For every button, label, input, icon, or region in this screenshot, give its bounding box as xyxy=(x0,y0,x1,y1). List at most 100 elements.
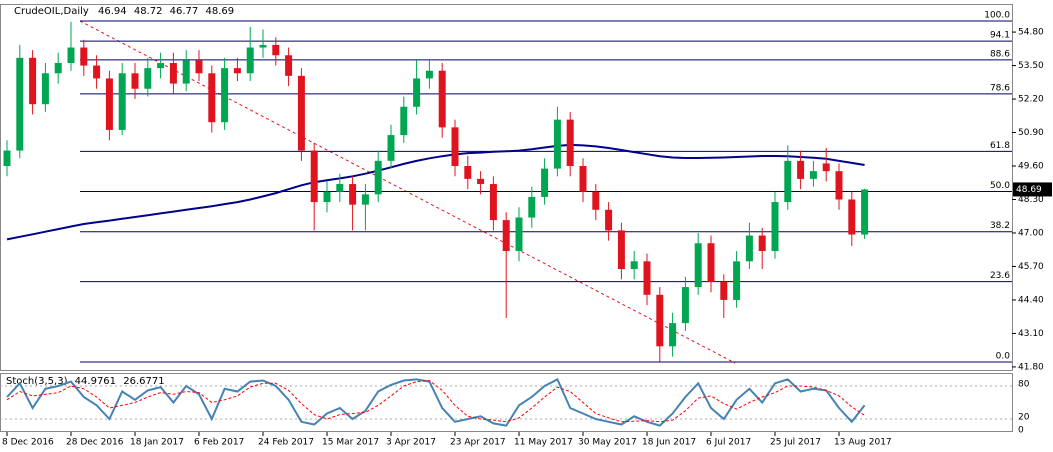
candle-body xyxy=(80,47,88,66)
y-tick-label: 41.80 xyxy=(1018,362,1044,372)
stoch-line xyxy=(6,379,865,423)
x-tick-label: 28 Dec 2016 xyxy=(66,438,124,448)
candle-body xyxy=(592,191,600,210)
candle-body xyxy=(617,230,625,270)
candle-body xyxy=(361,194,369,205)
y-tick-label: 54.80 xyxy=(1018,28,1044,38)
candle-body xyxy=(157,62,165,69)
candle-body xyxy=(182,60,190,84)
y-tick-label: 20 xyxy=(1018,413,1030,423)
y-tick-label: 48.30 xyxy=(1018,195,1044,205)
candle-body xyxy=(630,261,638,270)
chart-title: CrudeOIL,Daily 46.94 48.72 46.77 48.69 xyxy=(14,6,234,17)
y-tick-label: 0 xyxy=(1018,426,1024,436)
y-tick-label: 80 xyxy=(1018,380,1030,390)
candle-body xyxy=(144,68,152,89)
fib-label: 61.8 xyxy=(990,141,1010,151)
candle-body xyxy=(118,73,126,130)
candle-body xyxy=(272,44,280,56)
candle-body xyxy=(16,57,24,151)
x-tick-label: 24 Feb 2017 xyxy=(258,438,314,448)
stoch-panel xyxy=(0,373,1013,432)
candle-body xyxy=(41,73,49,105)
candle-body xyxy=(93,65,101,79)
candle-body xyxy=(733,261,741,300)
candle-body xyxy=(502,220,510,252)
candle-body xyxy=(745,235,753,262)
candle-body xyxy=(707,243,715,282)
close-value: 48.69 xyxy=(205,6,234,17)
candle-body xyxy=(822,163,830,172)
stoch-name: Stoch(3,5,3) xyxy=(6,376,68,387)
x-tick-label: 11 May 2017 xyxy=(514,438,573,448)
y-tick-label: 50.90 xyxy=(1018,128,1044,138)
x-tick-label: 3 Apr 2017 xyxy=(386,438,436,448)
candle-body xyxy=(67,47,75,63)
candle-body xyxy=(528,196,536,218)
y-tick-label: 43.10 xyxy=(1018,329,1044,339)
candle-body xyxy=(784,160,792,203)
candle-body xyxy=(643,261,651,295)
x-tick-label: 6 Feb 2017 xyxy=(194,438,244,448)
fib-label: 0.0 xyxy=(996,352,1011,362)
candle-body xyxy=(464,166,472,179)
candle-body xyxy=(221,68,229,123)
candle-body xyxy=(553,119,561,169)
fib-label: 88.6 xyxy=(990,49,1010,59)
fib-label: 78.6 xyxy=(990,83,1010,93)
stoch-line xyxy=(6,378,866,427)
price-box xyxy=(1013,182,1052,197)
candle-body xyxy=(515,217,523,252)
candle-body xyxy=(374,160,382,195)
candle-body xyxy=(809,171,817,179)
candle-body xyxy=(681,287,689,324)
candle-body xyxy=(720,281,728,300)
x-tick-label: 30 May 2017 xyxy=(578,438,637,448)
x-tick-label: 15 Mar 2017 xyxy=(322,438,379,448)
candle-body xyxy=(835,171,843,200)
candle-body xyxy=(771,202,779,252)
y-tick-label: 45.70 xyxy=(1018,262,1044,272)
candle-body xyxy=(349,184,357,205)
open-value: 46.94 xyxy=(98,6,127,17)
fib-label: 38.2 xyxy=(990,221,1010,231)
candle-body xyxy=(438,70,446,128)
candle-body xyxy=(387,135,395,161)
candle-body xyxy=(489,184,497,221)
x-tick-label: 8 Dec 2016 xyxy=(2,438,54,448)
candle-body xyxy=(131,73,139,89)
candle-body xyxy=(105,78,113,130)
y-tick-label: 53.50 xyxy=(1018,61,1044,71)
candle-body xyxy=(233,68,241,74)
x-tick-label: 18 Jan 2017 xyxy=(130,438,184,448)
symbol: CrudeOIL,Daily xyxy=(14,6,89,17)
candle-body xyxy=(451,127,459,167)
candle-body xyxy=(169,62,177,84)
x-tick-label: 23 Apr 2017 xyxy=(450,438,506,448)
y-tick-label: 52.20 xyxy=(1018,95,1044,105)
candle-body xyxy=(758,235,766,252)
stoch-signal-value: 26.6771 xyxy=(123,376,164,387)
candle-body xyxy=(54,62,62,74)
x-tick-label: 25 Jul 2017 xyxy=(770,438,821,448)
candle-body xyxy=(861,189,869,235)
main-panel xyxy=(0,4,1013,371)
candle-body xyxy=(259,44,267,48)
candle-body xyxy=(477,178,485,185)
fib-label: 23.6 xyxy=(990,271,1010,281)
candle-body xyxy=(246,47,254,74)
candle-body xyxy=(566,119,574,167)
candle-body xyxy=(336,184,344,192)
candle-body xyxy=(29,57,37,105)
candle-body xyxy=(669,323,677,347)
candle-body xyxy=(323,191,331,203)
current-price: 48.69 xyxy=(1016,185,1042,195)
stoch-title: Stoch(3,5,3) 44.9761 26.6771 xyxy=(6,376,165,387)
candle-body xyxy=(3,150,11,167)
y-tick-label: 47.00 xyxy=(1018,228,1044,238)
candle-body xyxy=(425,70,433,79)
candle-body xyxy=(400,106,408,136)
candle-body xyxy=(605,209,613,231)
fib-label: 100.0 xyxy=(984,10,1010,20)
